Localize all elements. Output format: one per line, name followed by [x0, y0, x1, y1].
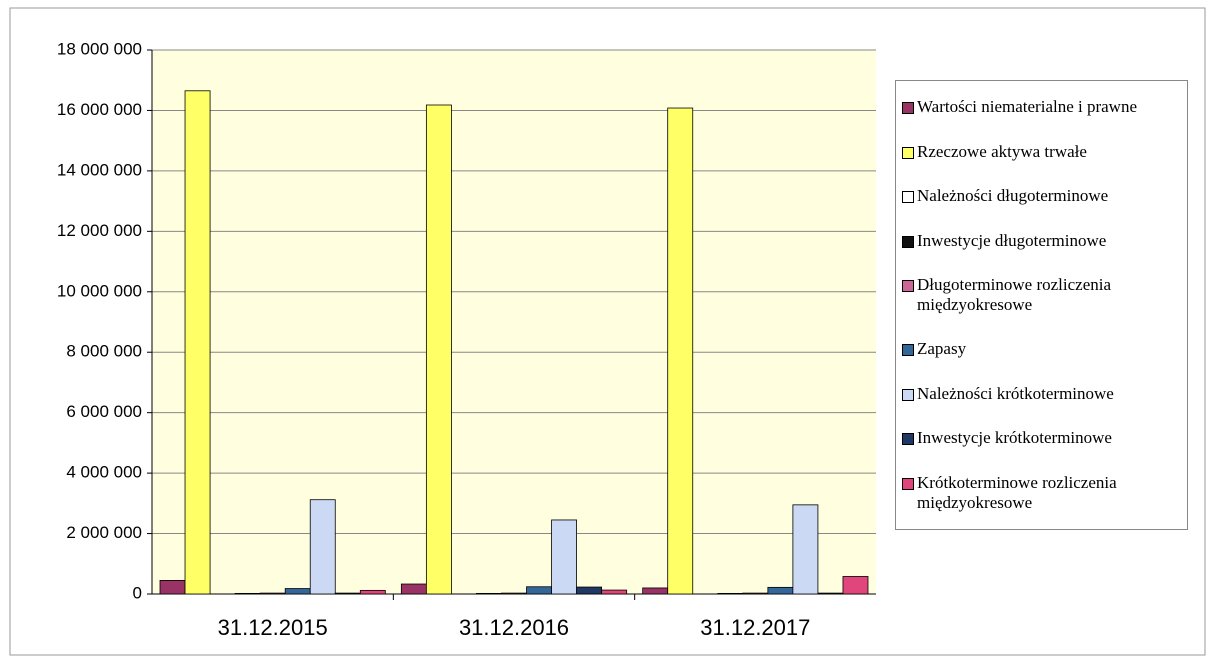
bar: [601, 589, 628, 595]
bar: [359, 589, 386, 595]
legend-item: Rzeczowe aktywa trwałe: [902, 142, 1181, 162]
legend-item: Długoterminowe rozliczenia międzyokresow…: [902, 275, 1181, 315]
y-tick-label: 0: [133, 583, 142, 602]
legend-label: Wartości niematerialne i prawne: [917, 97, 1138, 117]
legend-label: Inwestycje krótkoterminowe: [917, 428, 1112, 448]
chart-border: [9, 7, 1206, 656]
y-tick-label: 4 000 000: [66, 463, 142, 482]
legend-label: Należności krótkoterminowe: [917, 383, 1114, 403]
y-tick-label: 2 000 000: [66, 523, 142, 542]
bar: [551, 519, 577, 595]
legend-item: Należności krótkoterminowe: [902, 384, 1181, 404]
bar: [742, 592, 769, 595]
y-tick-label: 8 000 000: [66, 342, 142, 361]
legend-swatch: [902, 388, 914, 401]
legend-label: Zapasy: [917, 339, 967, 359]
legend-swatch: [902, 433, 914, 446]
legend-label: Krótkoterminowe rozliczenia międzyokreso…: [917, 472, 1117, 512]
legend-item: Należności długoterminowe: [902, 186, 1181, 206]
legend-label: Rzeczowe aktywa trwałe: [917, 141, 1087, 161]
bar: [642, 587, 669, 595]
bar: [476, 592, 502, 595]
bar: [400, 583, 427, 595]
bar: [501, 592, 527, 595]
bar: [842, 576, 869, 595]
bar: [184, 90, 211, 595]
bar: [817, 592, 844, 595]
bar: [717, 592, 744, 595]
bar: [309, 499, 336, 595]
legend-item: Krótkoterminowe rozliczenia międzyokreso…: [902, 473, 1181, 513]
y-tick-label: 16 000 000: [57, 100, 142, 119]
legend-label: Inwestycje długoterminowe: [917, 230, 1107, 250]
legend-item: Inwestycje długoterminowe: [902, 231, 1181, 251]
bar: [667, 107, 694, 595]
bar: [234, 592, 261, 595]
legend-swatch: [902, 191, 914, 204]
bar: [259, 592, 286, 595]
legend-item: Inwestycje krótkoterminowe: [902, 428, 1181, 448]
bar: [792, 504, 819, 595]
x-tick-label: 31.12.2016: [459, 615, 569, 640]
legend-swatch: [902, 477, 914, 490]
legend-swatch: [902, 344, 914, 357]
bar: [334, 592, 361, 595]
legend-swatch: [902, 235, 914, 248]
y-tick-label: 6 000 000: [66, 402, 142, 421]
legend-swatch: [902, 279, 914, 292]
y-tick-label: 14 000 000: [57, 160, 142, 179]
legend-item: Zapasy: [902, 339, 1181, 359]
y-tick-label: 12 000 000: [57, 221, 142, 240]
bar: [425, 104, 452, 595]
legend: Wartości niematerialne i prawne Rzeczowe …: [895, 80, 1188, 530]
legend-swatch: [902, 102, 914, 115]
bar: [526, 586, 552, 595]
bar: [159, 580, 186, 595]
y-tick-label: 18 000 000: [57, 39, 142, 58]
plot-area: [152, 50, 876, 594]
legend-item: Wartości niematerialne i prawne: [902, 97, 1181, 117]
x-tick-label: 31.12.2017: [700, 615, 810, 640]
bar: [767, 586, 794, 595]
legend-swatch: [902, 146, 914, 159]
legend-label: Długoterminowe rozliczenia międzyokresow…: [917, 274, 1112, 314]
bar: [284, 588, 311, 595]
x-tick-label: 31.12.2015: [218, 615, 328, 640]
legend-label: Należności długoterminowe: [917, 186, 1109, 206]
bar: [576, 586, 603, 595]
y-tick-label: 10 000 000: [57, 281, 142, 300]
